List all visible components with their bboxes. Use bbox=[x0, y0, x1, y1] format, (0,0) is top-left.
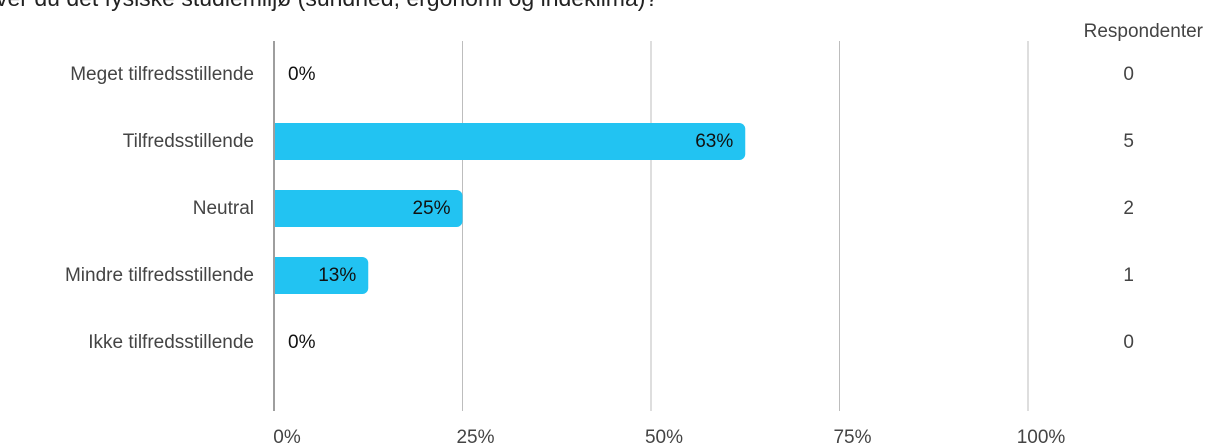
category-label: Neutral bbox=[193, 198, 254, 219]
respondent-count: 5 bbox=[1123, 131, 1134, 152]
bar-value-label: 25% bbox=[412, 198, 450, 219]
bar bbox=[274, 190, 463, 227]
x-tick-label: 100% bbox=[1017, 427, 1066, 444]
bar-value-label: 63% bbox=[695, 131, 733, 152]
x-tick-label: 0% bbox=[273, 427, 301, 444]
x-tick-label: 25% bbox=[456, 427, 494, 444]
bars bbox=[274, 123, 746, 294]
x-tick-label: 75% bbox=[833, 427, 871, 444]
respondent-count: 1 bbox=[1123, 265, 1134, 286]
bar bbox=[274, 123, 746, 160]
respondent-count: 0 bbox=[1123, 64, 1134, 85]
category-label: Mindre tilfredsstillende bbox=[65, 265, 254, 286]
bar bbox=[274, 257, 369, 294]
category-label: Meget tilfredsstillende bbox=[70, 64, 254, 85]
gridlines bbox=[462, 41, 1029, 411]
respondent-count: 0 bbox=[1123, 332, 1134, 353]
respondent-count: 2 bbox=[1123, 198, 1134, 219]
bar-value-label: 13% bbox=[318, 265, 356, 286]
respondents-header: Respondenter bbox=[1084, 21, 1204, 42]
category-label: Tilfredsstillende bbox=[123, 131, 254, 152]
bar-value-label: 0% bbox=[288, 332, 316, 353]
chart-title: ver du det fysiske studiemiljø (sundhed,… bbox=[0, 0, 658, 11]
labels: 0% 25% 50% 75% 100%Meget tilfredsstillende 0%… bbox=[65, 64, 1134, 444]
x-tick-label: 50% bbox=[645, 427, 683, 444]
bar-value-label: 0% bbox=[288, 64, 316, 85]
category-label: Ikke tilfredsstillende bbox=[88, 332, 254, 353]
